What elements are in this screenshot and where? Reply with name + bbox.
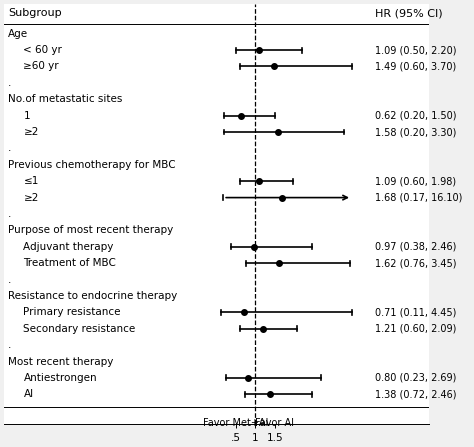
Text: Most recent therapy: Most recent therapy: [8, 357, 113, 367]
Text: 1.21 (0.60, 2.09): 1.21 (0.60, 2.09): [375, 324, 456, 334]
Text: .: .: [8, 340, 11, 350]
Text: 0.71 (0.11, 4.45): 0.71 (0.11, 4.45): [375, 308, 456, 317]
Text: 0.97 (0.38, 2.46): 0.97 (0.38, 2.46): [375, 242, 456, 252]
Text: 1.58 (0.20, 3.30): 1.58 (0.20, 3.30): [375, 127, 456, 137]
Text: < 60 yr: < 60 yr: [24, 45, 63, 55]
Text: 0.62 (0.20, 1.50): 0.62 (0.20, 1.50): [375, 111, 456, 121]
Text: Favor Met+AI: Favor Met+AI: [203, 418, 269, 428]
Text: AI: AI: [24, 389, 34, 399]
Text: .: .: [8, 78, 11, 88]
Text: .: .: [8, 143, 11, 153]
Text: Antiestrongen: Antiestrongen: [24, 373, 97, 383]
Text: .: .: [8, 274, 11, 285]
Text: Resistance to endocrine therapy: Resistance to endocrine therapy: [8, 291, 177, 301]
Text: 0.80 (0.23, 2.69): 0.80 (0.23, 2.69): [375, 373, 456, 383]
Text: ≥60 yr: ≥60 yr: [24, 61, 59, 72]
Text: 1.68 (0.17, 16.10): 1.68 (0.17, 16.10): [375, 193, 463, 202]
Text: Favor AI: Favor AI: [255, 418, 294, 428]
Text: ≥2: ≥2: [24, 193, 39, 202]
Text: Treatment of MBC: Treatment of MBC: [24, 258, 116, 268]
Text: 1.38 (0.72, 2.46): 1.38 (0.72, 2.46): [375, 389, 456, 399]
Text: 1: 1: [24, 111, 30, 121]
Text: Previous chemotherapy for MBC: Previous chemotherapy for MBC: [8, 160, 176, 170]
Text: No.of metastatic sites: No.of metastatic sites: [8, 94, 122, 104]
Text: ≤1: ≤1: [24, 176, 39, 186]
Text: HR (95% CI): HR (95% CI): [375, 8, 443, 18]
Text: Adjuvant therapy: Adjuvant therapy: [24, 242, 114, 252]
Text: 1.62 (0.76, 3.45): 1.62 (0.76, 3.45): [375, 258, 456, 268]
Text: Subgroup: Subgroup: [8, 8, 62, 18]
Text: Primary resistance: Primary resistance: [24, 308, 121, 317]
Text: Purpose of most recent therapy: Purpose of most recent therapy: [8, 225, 173, 236]
Text: 1.49 (0.60, 3.70): 1.49 (0.60, 3.70): [375, 61, 456, 72]
Text: Secondary resistance: Secondary resistance: [24, 324, 136, 334]
Text: 1.09 (0.50, 2.20): 1.09 (0.50, 2.20): [375, 45, 456, 55]
Text: Age: Age: [8, 29, 28, 39]
Text: 1.09 (0.60, 1.98): 1.09 (0.60, 1.98): [375, 176, 456, 186]
Text: ≥2: ≥2: [24, 127, 39, 137]
Text: .: .: [8, 209, 11, 219]
